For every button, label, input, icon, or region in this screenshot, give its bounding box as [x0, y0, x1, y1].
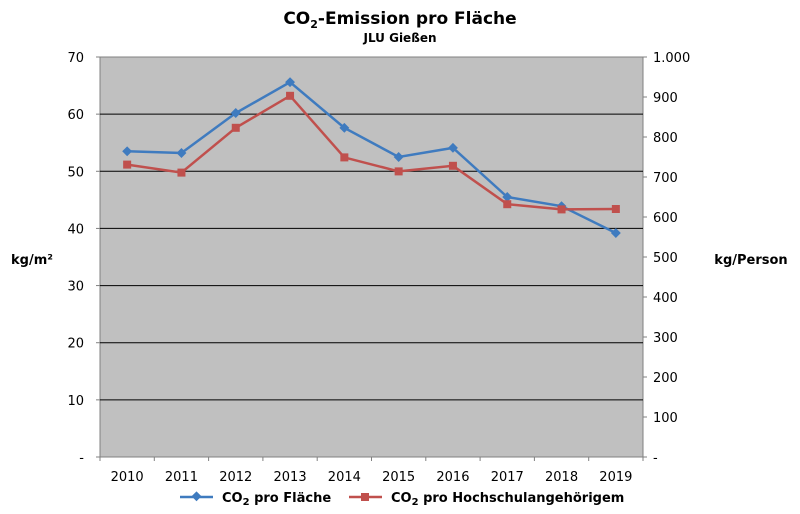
- y-left-tick-label: 40: [67, 222, 84, 237]
- y-left-tick-label: 60: [67, 108, 84, 123]
- x-tick-label: 2014: [328, 470, 361, 485]
- y-right-tick-label: 1.000: [653, 51, 690, 66]
- series-2-point: [611, 205, 620, 213]
- x-tick-label: 2013: [274, 470, 307, 485]
- y-left-tick-label: 50: [67, 165, 84, 180]
- y-left-tick-label: 70: [67, 51, 84, 66]
- legend-marker-series-2: [361, 493, 369, 501]
- series-2-point: [123, 160, 132, 169]
- y-axis-right-label: kg/Person: [714, 253, 787, 268]
- series-2-point: [448, 161, 457, 170]
- legend: CO2 pro Fläche CO2 pro Hochschulangehöri…: [180, 491, 624, 508]
- series-2-point: [231, 123, 240, 132]
- series-1-point: [230, 108, 241, 118]
- series-2-point: [340, 153, 349, 162]
- legend-label-series-1: CO2 pro Fläche: [222, 491, 331, 508]
- series-1-point: [502, 192, 513, 202]
- series-2-point: [177, 168, 186, 177]
- series-2-point: [286, 91, 295, 100]
- chart-subtitle: JLU Gießen: [362, 31, 436, 45]
- x-tick-label: 2018: [545, 470, 578, 485]
- y-right-tick-label: 200: [653, 371, 678, 386]
- y-right-tick-label: 700: [653, 171, 678, 186]
- x-tick-label: 2016: [436, 470, 469, 485]
- y-left-tick-label: 20: [67, 337, 84, 352]
- y-left-tick-label: 30: [67, 280, 84, 295]
- y-right-tick-label: 300: [653, 331, 678, 346]
- series-1-point: [393, 152, 404, 162]
- gridlines: [100, 113, 643, 401]
- legend-label-series-2: CO2 pro Hochschulangehörigem: [391, 491, 624, 508]
- series-1-point: [610, 228, 621, 238]
- series-1-point: [176, 148, 187, 158]
- legend-marker-series-1: [191, 491, 202, 502]
- series-1-point: [448, 142, 458, 153]
- y-axis-left-ticks: - 10 20 30 40 50 60 70: [67, 51, 100, 466]
- y-axis-right-ticks: - 100 200 300 400 500 600 700 800 900 1.000: [643, 51, 690, 466]
- x-tick-label: 2011: [165, 470, 198, 485]
- y-axis-left-label: kg/m²: [11, 253, 53, 268]
- x-tick-label: 2012: [219, 470, 252, 485]
- series-2-point: [394, 167, 403, 176]
- legend-item-series-1: CO2 pro Fläche: [180, 491, 331, 508]
- series-2-point: [557, 205, 566, 214]
- series-line-2: [126, 94, 616, 211]
- y-right-tick-label: -: [653, 451, 658, 466]
- x-tick-label: 2015: [382, 470, 415, 485]
- x-axis-ticks: 2010 2011 2012 2013 2014 2015 2016 2017 2018 2019: [99, 457, 644, 485]
- y-right-tick-label: 800: [653, 131, 678, 146]
- plot-area: [99, 56, 644, 458]
- chart-title: CO2-Emission pro Fläche: [283, 9, 516, 31]
- y-right-tick-label: 600: [653, 211, 678, 226]
- x-tick-label: 2010: [111, 470, 144, 485]
- x-tick-label: 2017: [491, 470, 524, 485]
- y-right-tick-label: 900: [653, 91, 678, 106]
- y-right-tick-label: 100: [653, 411, 678, 426]
- y-left-tick-label: 10: [67, 394, 84, 409]
- y-right-tick-label: 400: [653, 291, 678, 306]
- legend-item-series-2: CO2 pro Hochschulangehörigem: [349, 491, 624, 508]
- series-group: [122, 77, 621, 238]
- x-tick-label: 2019: [599, 470, 632, 485]
- y-left-tick-label: -: [79, 451, 84, 466]
- series-2-point: [503, 200, 512, 209]
- series-line-1: [127, 80, 617, 235]
- y-right-tick-label: 500: [653, 251, 678, 266]
- series-1-point: [122, 146, 133, 157]
